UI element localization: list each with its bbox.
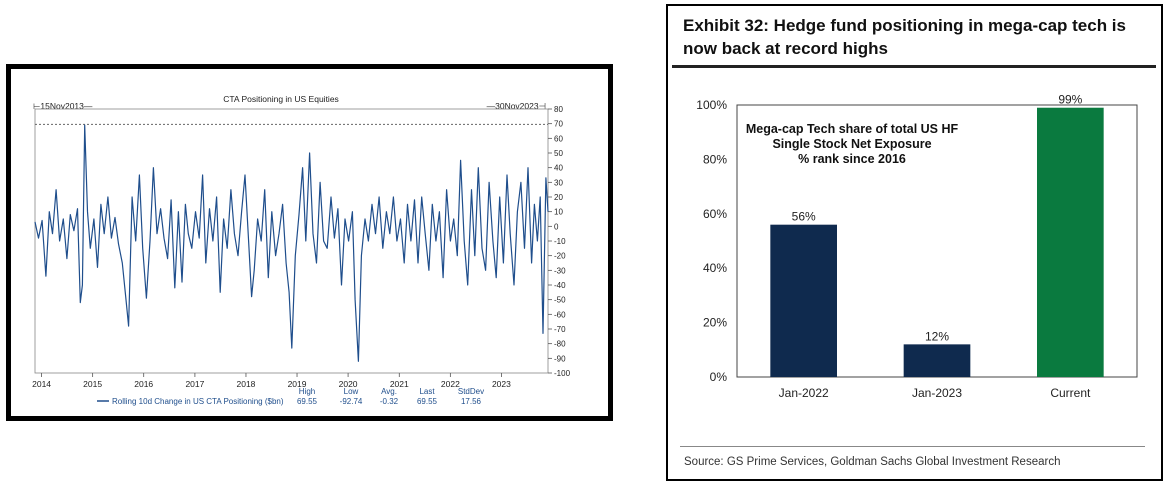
bar-y-tick-label: 100% — [696, 98, 727, 112]
cta-y-tick-label: -80 — [554, 340, 566, 349]
cta-chart-panel: CTA Positioning in US Equities ⊢15Nov201… — [6, 64, 613, 421]
bar-y-tick-label: 40% — [703, 261, 727, 275]
cta-x-tick-label: 2017 — [185, 379, 204, 389]
bar-y-tick-label: 0% — [710, 370, 728, 384]
cta-stats-value: -0.32 — [380, 397, 399, 406]
cta-date-end-label: —30Nov2023⊣ — [487, 101, 547, 111]
cta-legend: Rolling 10d Change in US CTA Positioning… — [97, 397, 284, 406]
cta-stats-header: Last — [419, 387, 435, 396]
cta-x-tick-label: 2020 — [339, 379, 358, 389]
cta-x-axis: 2014 2015 2016 2017 2018 2019 2020 2021 2022 2023 — [32, 373, 511, 389]
cta-y-axis: 80 70 60 50 40 30 20 10 0 -10 -20 -30 -40 -50 -60 -70 -8… — [548, 105, 571, 378]
cta-x-tick-label: 2014 — [32, 379, 51, 389]
cta-stats-value: 17.56 — [461, 397, 482, 406]
cta-stats-value: 69.55 — [417, 397, 438, 406]
cta-y-tick-label: 80 — [554, 105, 563, 114]
cta-y-tick-label: -20 — [554, 252, 566, 261]
source-note: Source: GS Prime Services, Goldman Sachs… — [684, 456, 1061, 468]
cta-y-tick-label: -90 — [554, 354, 566, 363]
cta-stats-header: High — [299, 387, 315, 396]
cta-y-tick-label: -10 — [554, 237, 566, 246]
cta-y-tick-label: 0 — [554, 222, 559, 231]
bar-value-label: 12% — [925, 329, 949, 343]
cta-chart-title: CTA Positioning in US Equities — [223, 94, 339, 104]
cta-y-tick-label: -30 — [554, 266, 566, 275]
bar — [1037, 107, 1104, 377]
bar-category-label: Current — [1050, 386, 1091, 400]
bar-series: 56% Jan-2022 12% Jan-2023 99% Current — [770, 93, 1104, 400]
cta-stats-header: StdDev — [458, 387, 484, 396]
exhibit-title: Exhibit 32: Hedge fund positioning in me… — [683, 16, 1126, 58]
bar — [903, 344, 971, 377]
cta-line-chart: CTA Positioning in US Equities ⊢15Nov201… — [32, 94, 571, 406]
bar-value-label: 56% — [792, 210, 816, 224]
cta-y-tick-label: 60 — [554, 134, 563, 143]
cta-legend-label: Rolling 10d Change in US CTA Positioning… — [112, 397, 284, 406]
cta-date-start-label: ⊢15Nov2013— — [33, 101, 93, 111]
bar-y-axis: 0% 20% 40% 60% 80% 100% — [696, 98, 727, 384]
cta-series-line — [34, 124, 549, 362]
cta-stats-value: 69.55 — [297, 397, 318, 406]
cta-y-tick-label: -70 — [554, 325, 566, 334]
cta-y-tick-label: -40 — [554, 281, 566, 290]
exhibit-bar-chart: 0% 20% 40% 60% 80% 100% 56% Jan-2022 12% Jan-202… — [696, 93, 1138, 400]
cta-x-tick-label: 2023 — [492, 379, 511, 389]
cta-y-tick-label: -60 — [554, 310, 566, 319]
bar-value-label: 99% — [1058, 93, 1082, 107]
cta-y-tick-label: 20 — [554, 193, 563, 202]
bar-category-label: Jan-2023 — [912, 386, 962, 400]
cta-x-tick-label: 2015 — [83, 379, 102, 389]
bar-y-tick-label: 80% — [703, 152, 727, 166]
bar-annotation-line: Single Stock Net Exposure — [772, 137, 931, 151]
cta-stats-header: Low — [344, 387, 359, 396]
cta-x-tick-label: 2021 — [390, 379, 409, 389]
cta-y-tick-label: 40 — [554, 164, 563, 173]
cta-stats-value: -92.74 — [340, 397, 363, 406]
cta-y-tick-label: -50 — [554, 296, 566, 305]
cta-x-tick-label: 2019 — [288, 379, 307, 389]
bar-category-label: Jan-2022 — [779, 386, 829, 400]
cta-y-tick-label: 30 — [554, 178, 563, 187]
cta-y-tick-label: 50 — [554, 149, 563, 158]
cta-x-tick-label: 2018 — [237, 379, 256, 389]
cta-x-tick-label: 2016 — [134, 379, 153, 389]
source-rule — [680, 446, 1145, 447]
cta-stats-table: High Low Avg. Last StdDev 69.55 -92.74 -0.32 69.… — [297, 387, 484, 406]
bar-annotation-line: Mega-cap Tech share of total US HF — [746, 122, 959, 136]
cta-stats-header: Avg. — [381, 387, 397, 396]
cta-x-tick-label: 2022 — [441, 379, 460, 389]
bar-annotation-line: % rank since 2016 — [798, 152, 906, 166]
bar-y-tick-label: 60% — [703, 207, 727, 221]
bar-annotation: Mega-cap Tech share of total US HFSingle… — [746, 122, 959, 166]
bar — [770, 224, 837, 377]
cta-y-tick-label: 10 — [554, 208, 563, 217]
cta-y-tick-label: 70 — [554, 120, 563, 129]
exhibit-title-rule — [672, 65, 1156, 68]
cta-y-tick-label: -100 — [554, 369, 571, 378]
bar-y-tick-label: 20% — [703, 316, 727, 330]
